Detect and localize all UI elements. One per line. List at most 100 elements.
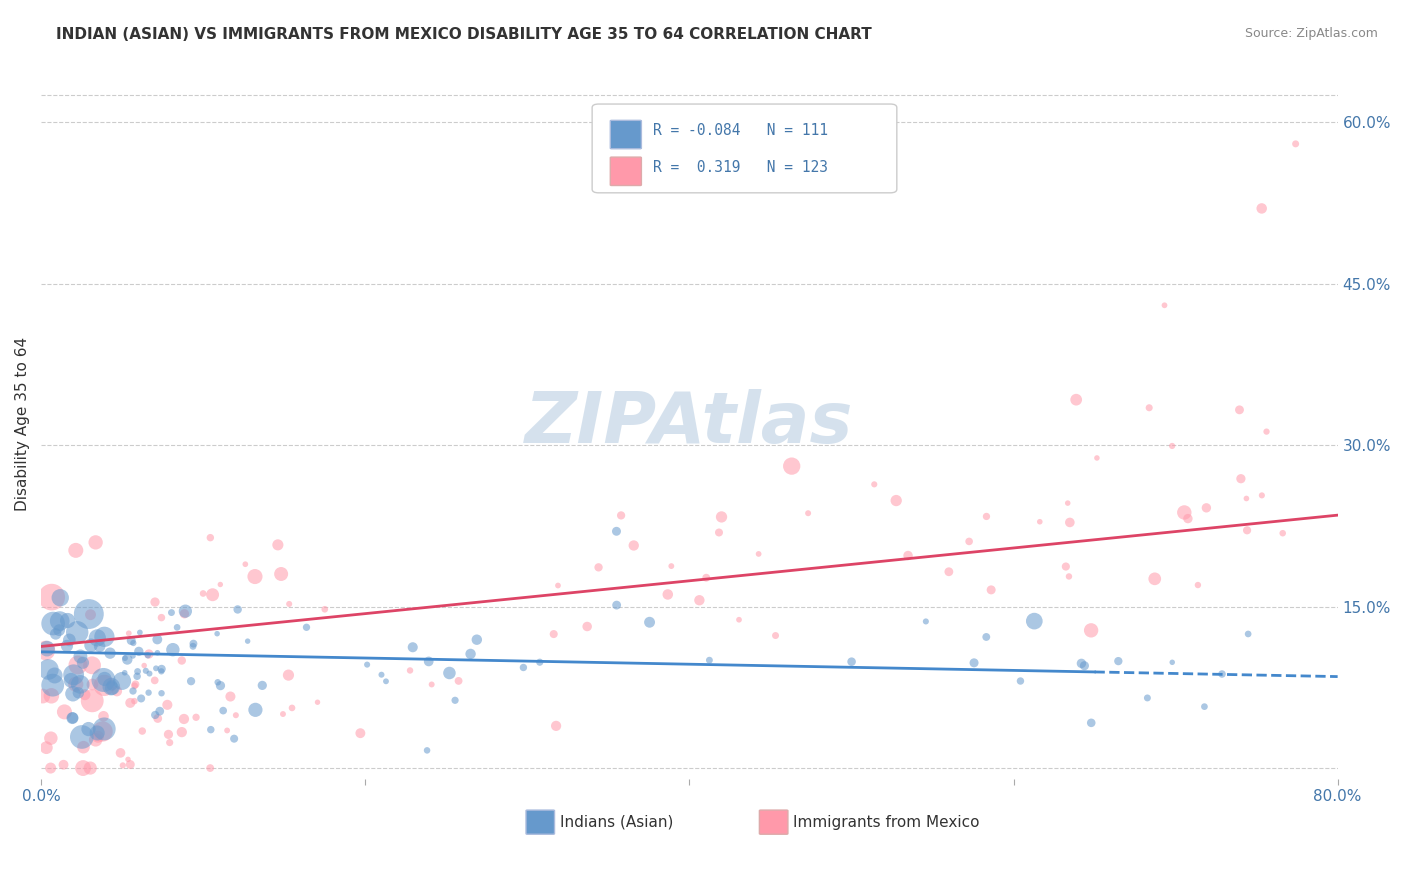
Point: [62, 711, 84, 725]
Point: [465, 632, 488, 647]
Point: [156, 698, 179, 712]
Point: [160, 606, 183, 620]
Point: [84, 535, 107, 549]
Point: [174, 604, 197, 618]
Point: [134, 658, 156, 673]
Point: [150, 610, 173, 624]
Point: [173, 712, 195, 726]
Point: [1194, 699, 1216, 714]
Point: [42, 616, 65, 631]
Point: [180, 674, 202, 689]
FancyBboxPatch shape: [759, 810, 787, 834]
Point: [41, 678, 63, 692]
Point: [80, 658, 103, 673]
Point: [267, 538, 290, 552]
Point: [117, 652, 139, 666]
Point: [209, 577, 232, 591]
Point: [127, 665, 149, 679]
Point: [122, 636, 145, 650]
Point: [48, 623, 70, 637]
Point: [79, 761, 101, 775]
Point: [72, 761, 94, 775]
Point: [710, 510, 733, 524]
Point: [56, 639, 79, 653]
Point: [181, 640, 204, 654]
Point: [1010, 673, 1032, 688]
Point: [86, 726, 108, 740]
Point: [1136, 690, 1159, 705]
Point: [226, 602, 249, 616]
Point: [89, 640, 111, 654]
Point: [219, 690, 242, 704]
Point: [439, 665, 461, 680]
Point: [80, 638, 103, 652]
Point: [270, 566, 292, 581]
Point: [39, 761, 62, 775]
Point: [146, 632, 169, 647]
Point: [39, 731, 62, 746]
Point: [1256, 425, 1278, 439]
Point: [79, 607, 101, 622]
Text: ZIPAtlas: ZIPAtlas: [524, 389, 853, 458]
Point: [87, 730, 110, 744]
Point: [245, 703, 267, 717]
Point: [980, 582, 1002, 597]
Point: [150, 662, 173, 676]
Point: [100, 680, 122, 694]
Point: [86, 631, 108, 645]
Point: [60, 673, 83, 688]
Point: [58, 632, 80, 647]
Point: [728, 613, 751, 627]
Point: [127, 669, 149, 683]
Point: [444, 693, 467, 707]
Point: [191, 586, 214, 600]
Point: [1229, 402, 1251, 417]
Point: [105, 684, 128, 698]
Point: [120, 696, 142, 710]
Point: [207, 675, 229, 690]
Point: [399, 664, 422, 678]
Point: [416, 743, 439, 757]
Point: [1285, 136, 1308, 151]
Point: [605, 524, 627, 539]
Point: [93, 672, 115, 686]
Point: [35, 740, 58, 755]
Point: [349, 726, 371, 740]
Point: [173, 607, 195, 621]
Point: [1250, 488, 1272, 502]
Point: [198, 761, 221, 775]
Point: [84, 732, 107, 747]
Point: [120, 757, 142, 772]
Point: [1080, 624, 1102, 638]
Point: [209, 679, 232, 693]
Point: [146, 711, 169, 725]
Point: [82, 677, 104, 691]
Point: [547, 578, 569, 592]
Point: [145, 661, 167, 675]
Point: [610, 508, 633, 523]
Point: [963, 656, 986, 670]
Point: [606, 598, 628, 612]
Point: [1107, 654, 1129, 668]
Point: [638, 615, 661, 630]
Point: [1080, 715, 1102, 730]
Point: [1056, 496, 1078, 510]
Point: [1029, 515, 1052, 529]
Point: [69, 677, 91, 691]
Point: [184, 710, 207, 724]
Point: [884, 493, 907, 508]
Point: [659, 559, 682, 574]
Point: [765, 628, 787, 642]
Point: [418, 655, 440, 669]
Point: [1236, 523, 1258, 537]
Point: [170, 725, 193, 739]
Point: [1230, 472, 1253, 486]
Point: [131, 724, 153, 739]
FancyBboxPatch shape: [610, 157, 641, 186]
FancyBboxPatch shape: [610, 120, 641, 149]
Point: [101, 681, 124, 695]
Point: [976, 509, 998, 524]
Point: [166, 620, 188, 634]
Point: [938, 565, 960, 579]
Point: [1143, 572, 1166, 586]
